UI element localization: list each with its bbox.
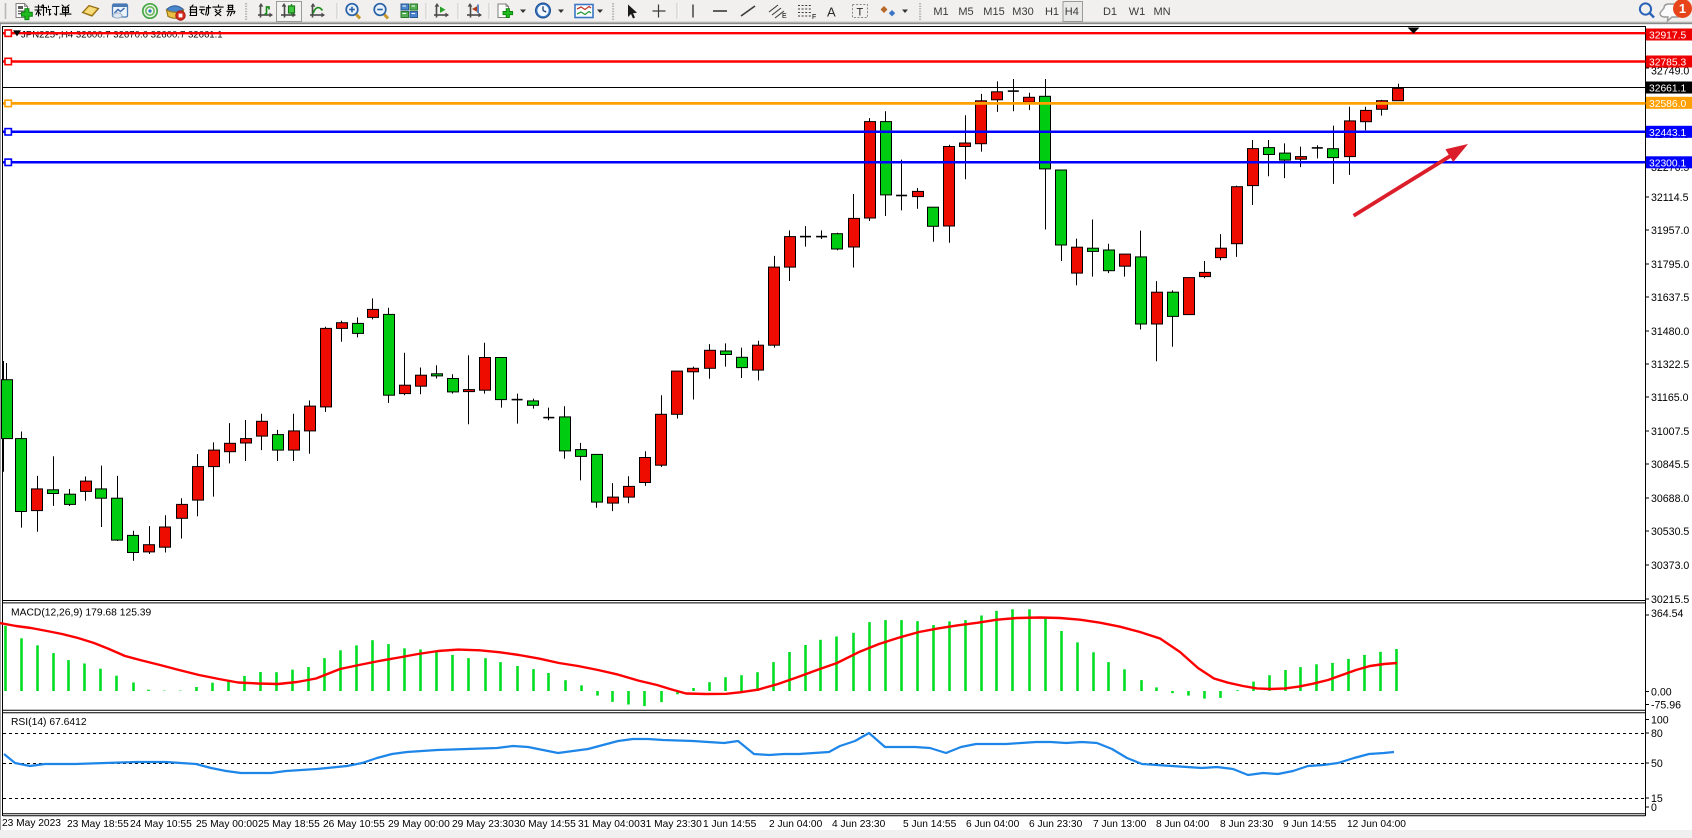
svg-text:6 Jun 04:00: 6 Jun 04:00	[966, 819, 1020, 830]
svg-text:31957.0: 31957.0	[1651, 225, 1689, 237]
svg-text:E: E	[782, 13, 787, 20]
svg-text:A: A	[827, 5, 836, 20]
svg-text:2 Jun 04:00: 2 Jun 04:00	[769, 819, 823, 830]
svg-text:32300.1: 32300.1	[1649, 158, 1686, 169]
svg-text:31637.5: 31637.5	[1651, 292, 1689, 304]
svg-text:30 May 14:55: 30 May 14:55	[514, 819, 576, 830]
svg-text:7 Jun 13:00: 7 Jun 13:00	[1093, 819, 1147, 830]
svg-text:31007.5: 31007.5	[1651, 426, 1689, 438]
svg-text:32114.5: 32114.5	[1651, 192, 1689, 204]
svg-text:12 Jun 04:00: 12 Jun 04:00	[1347, 819, 1406, 830]
svg-text:32443.1: 32443.1	[1649, 128, 1686, 139]
svg-text:30688.0: 30688.0	[1651, 493, 1689, 505]
svg-text:9 Jun 14:55: 9 Jun 14:55	[1283, 819, 1337, 830]
svg-text:-75.96: -75.96	[1651, 700, 1681, 712]
svg-text:5 Jun 14:55: 5 Jun 14:55	[903, 819, 957, 830]
svg-text:100: 100	[1651, 715, 1669, 727]
svg-text:M15: M15	[983, 6, 1004, 18]
svg-text:23 May 2023: 23 May 2023	[2, 818, 61, 829]
svg-text:W1: W1	[1129, 6, 1146, 18]
svg-text:30373.0: 30373.0	[1651, 560, 1689, 572]
svg-text:15: 15	[1651, 793, 1663, 805]
svg-text:29 May 00:00: 29 May 00:00	[388, 819, 450, 830]
svg-text:50: 50	[1651, 758, 1663, 770]
svg-text:0.00: 0.00	[1651, 687, 1672, 699]
svg-text:8 Jun 23:30: 8 Jun 23:30	[1220, 819, 1274, 830]
svg-text:MN: MN	[1153, 6, 1170, 18]
svg-text:M1: M1	[933, 6, 948, 18]
svg-text:0: 0	[1651, 802, 1657, 814]
svg-text:80: 80	[1651, 728, 1663, 740]
svg-text:MACD(12,26,9) 179.68 125.39: MACD(12,26,9) 179.68 125.39	[11, 608, 152, 619]
svg-text:32586.0: 32586.0	[1649, 99, 1686, 110]
svg-text:D1: D1	[1103, 6, 1117, 18]
svg-text:RSI(14) 67.6412: RSI(14) 67.6412	[11, 717, 87, 728]
svg-text:1: 1	[1679, 1, 1686, 16]
svg-text:364.54: 364.54	[1651, 608, 1684, 620]
svg-text:30530.5: 30530.5	[1651, 526, 1689, 538]
svg-text:31480.0: 31480.0	[1651, 326, 1689, 338]
svg-text:32917.5: 32917.5	[1649, 31, 1686, 42]
svg-text:32749.0: 32749.0	[1651, 66, 1689, 78]
svg-text:M5: M5	[958, 6, 973, 18]
svg-text:30845.5: 30845.5	[1651, 459, 1689, 471]
svg-text:H1: H1	[1045, 6, 1059, 18]
svg-text:31 May 23:30: 31 May 23:30	[640, 819, 702, 830]
svg-text:4 Jun 23:30: 4 Jun 23:30	[832, 819, 886, 830]
svg-text:1 Jun 14:55: 1 Jun 14:55	[703, 819, 757, 830]
svg-text:32785.3: 32785.3	[1649, 58, 1686, 69]
svg-text:29 May 23:30: 29 May 23:30	[452, 819, 514, 830]
svg-text:26 May 10:55: 26 May 10:55	[323, 819, 385, 830]
svg-text:30215.5: 30215.5	[1651, 594, 1689, 606]
svg-text:25 May 00:00: 25 May 00:00	[196, 819, 258, 830]
svg-text:8 Jun 04:00: 8 Jun 04:00	[1156, 819, 1210, 830]
svg-text:23 May 18:55: 23 May 18:55	[67, 819, 129, 830]
svg-text:F: F	[812, 14, 816, 21]
svg-text:31 May 04:00: 31 May 04:00	[578, 819, 640, 830]
svg-text:31165.0: 31165.0	[1651, 392, 1689, 404]
svg-text:24 May 10:55: 24 May 10:55	[130, 819, 192, 830]
svg-text:M30: M30	[1012, 6, 1033, 18]
svg-text:31322.5: 31322.5	[1651, 359, 1689, 371]
svg-text:T: T	[857, 7, 864, 19]
svg-text:H4: H4	[1065, 6, 1079, 18]
svg-text:25 May 18:55: 25 May 18:55	[258, 819, 320, 830]
svg-text:32661.1: 32661.1	[1649, 84, 1686, 95]
svg-text:31795.0: 31795.0	[1651, 259, 1689, 271]
svg-text:6 Jun 23:30: 6 Jun 23:30	[1029, 819, 1083, 830]
svg-text:JPN225-,H4 32600.7 32670.6 326: JPN225-,H4 32600.7 32670.6 32600.7 32661…	[21, 29, 223, 40]
